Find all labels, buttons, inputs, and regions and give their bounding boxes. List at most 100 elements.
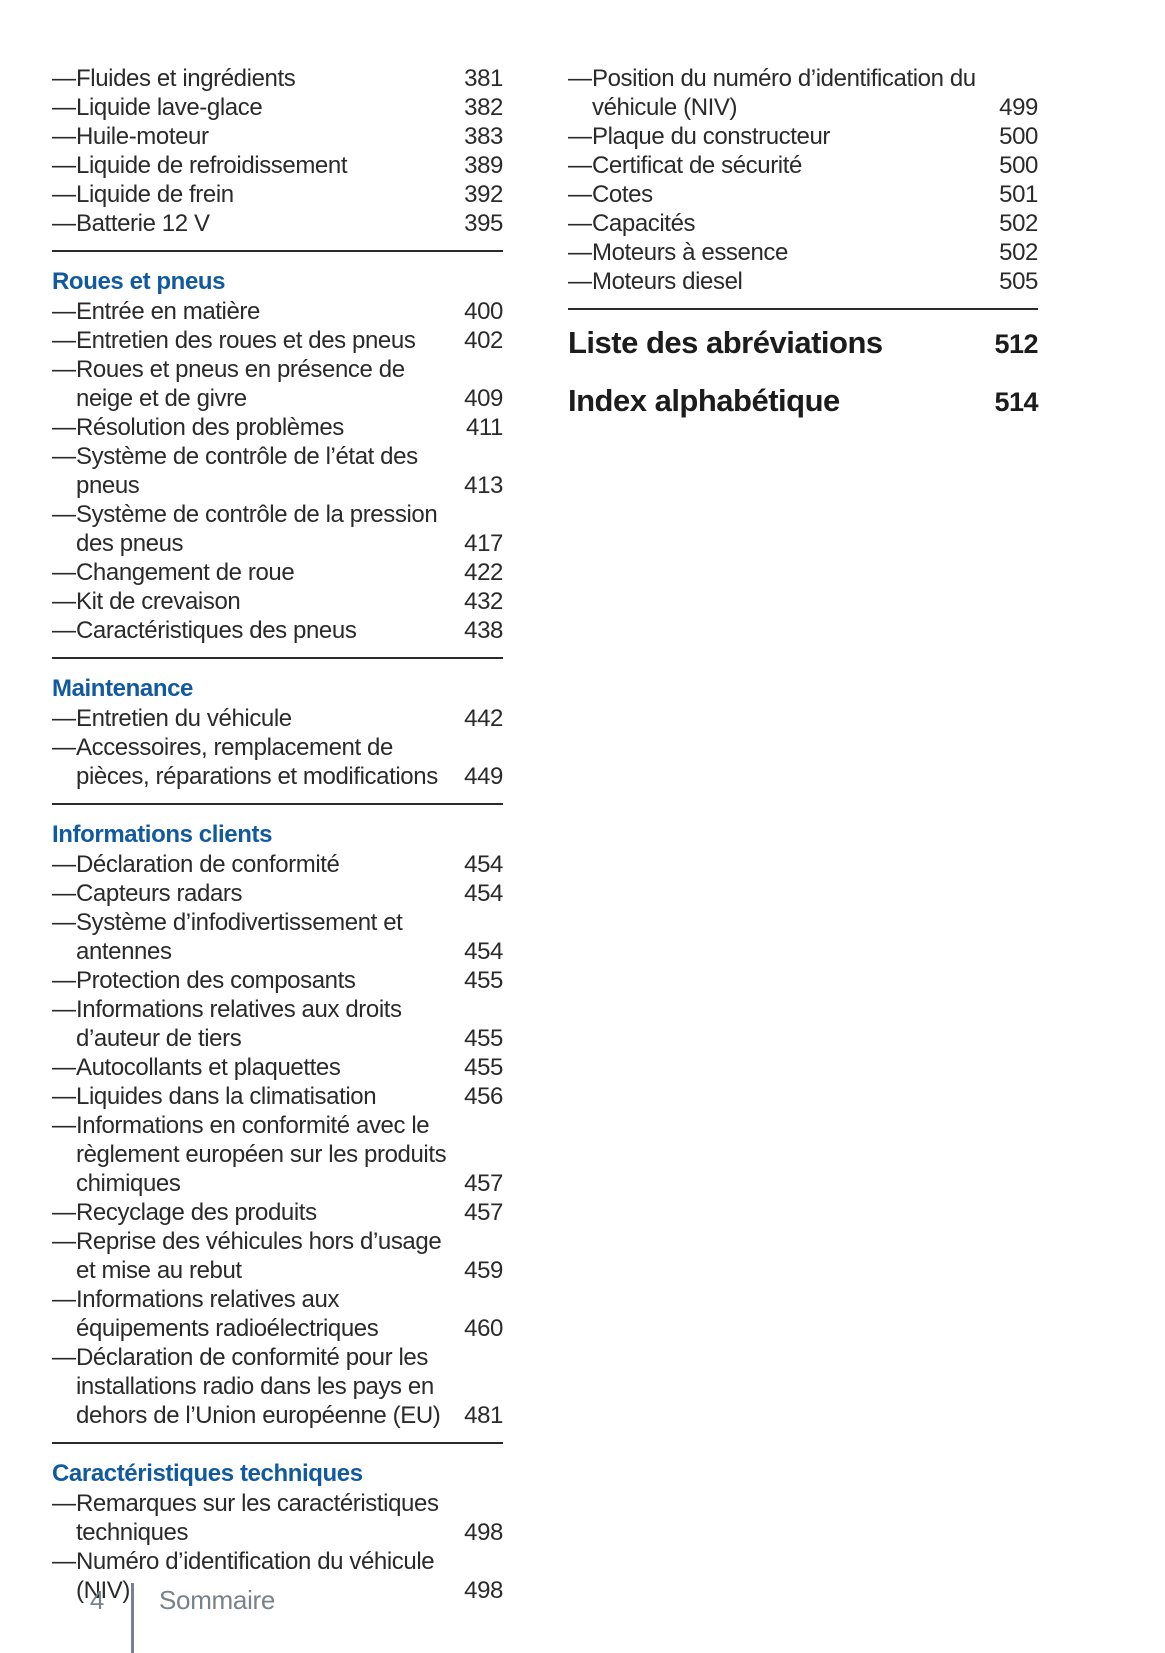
toc-major-entry[interactable]: Index alphabétique 514 [568, 383, 1038, 419]
toc-major-label: Liste des abréviations [568, 325, 883, 360]
toc-entry-text: —Déclaration de conformité pour les inst… [52, 1343, 454, 1430]
toc-entry-page: 502 [999, 239, 1038, 266]
toc-entry[interactable]: —Recyclage des produits 457 [52, 1198, 503, 1227]
toc-entry-label: Numéro d’identification du véhicule (NIV… [76, 1548, 435, 1604]
toc-entry[interactable]: —Reprise des véhicules hors d’usage et m… [52, 1227, 503, 1285]
toc-entry[interactable]: —Fluides et ingrédients 381 [52, 64, 503, 93]
dash-bullet: — [52, 705, 76, 732]
toc-entry-page: 409 [464, 385, 503, 412]
toc-entry-text: —Autocollants et plaquettes [52, 1053, 454, 1082]
toc-entry-page: 457 [464, 1199, 503, 1226]
dash-bullet: — [52, 356, 76, 383]
toc-entry-label: Moteurs diesel [592, 268, 743, 295]
dash-bullet: — [52, 414, 76, 441]
toc-entry-text: —Informations en conformité avec le règl… [52, 1111, 454, 1198]
toc-entry[interactable]: —Déclaration de conformité 454 [52, 850, 503, 879]
toc-entry[interactable]: —Roues et pneus en présence de neige et … [52, 355, 503, 413]
toc-entry[interactable]: —Système d’infodivertissement et antenne… [52, 908, 503, 966]
toc-entry-page: 500 [999, 123, 1038, 150]
toc-entry[interactable]: —Plaque du constructeur 500 [568, 122, 1038, 151]
toc-entry[interactable]: —Changement de roue 422 [52, 558, 503, 587]
toc-entry[interactable]: —Informations en conformité avec le règl… [52, 1111, 503, 1198]
toc-entry[interactable]: —Kit de crevaison 432 [52, 587, 503, 616]
toc-entry-label: Liquides dans la climatisation [76, 1083, 377, 1110]
toc-entry-label: Protection des composants [76, 967, 356, 994]
toc-entry-label: Informations relatives aux équipements r… [76, 1286, 379, 1342]
dash-bullet: — [52, 152, 76, 179]
toc-entry-label: Système d’infodivertissement et antennes [76, 909, 403, 965]
toc-entry[interactable]: —Protection des composants 455 [52, 966, 503, 995]
toc-entry[interactable]: —Capteurs radars 454 [52, 879, 503, 908]
dash-bullet: — [52, 327, 76, 354]
toc-entry[interactable]: —Liquide de refroidissement 389 [52, 151, 503, 180]
toc-entry[interactable]: —Liquide de frein 392 [52, 180, 503, 209]
toc-entry[interactable]: —Caractéristiques des pneus 438 [52, 616, 503, 645]
toc-entry[interactable]: —Numéro d’identification du véhicule (NI… [52, 1547, 503, 1605]
toc-entry[interactable]: —Résolution des problèmes 411 [52, 413, 503, 442]
toc-entry-page: 500 [999, 152, 1038, 179]
toc-entry[interactable]: —Entrée en matière 400 [52, 297, 503, 326]
toc-section: Roues et pneus —Entrée en matière 400 —E… [52, 267, 503, 659]
toc-entry-text: —Recyclage des produits [52, 1198, 454, 1227]
toc-entry-page: 505 [999, 268, 1038, 295]
toc-entry-page: 455 [464, 1025, 503, 1052]
toc-entry[interactable]: —Moteurs diesel 505 [568, 267, 1038, 296]
dash-bullet: — [52, 1199, 76, 1226]
toc-entry[interactable]: —Moteurs à essence 502 [568, 238, 1038, 267]
toc-entry[interactable]: —Cotes 501 [568, 180, 1038, 209]
toc-entry-page: 481 [464, 1402, 503, 1429]
toc-entry-label: Caractéristiques des pneus [76, 617, 357, 644]
toc-entry[interactable]: —Huile-moteur 383 [52, 122, 503, 151]
toc-entry-page: 454 [464, 880, 503, 907]
toc-entry-label: Informations en conformité avec le règle… [76, 1112, 447, 1197]
toc-entry-label: Liquide de frein [76, 181, 234, 208]
toc-entry[interactable]: —Position du numéro d’identification du … [568, 64, 1038, 122]
toc-major-entry[interactable]: Liste des abréviations 512 [568, 325, 1038, 361]
toc-entry[interactable]: —Autocollants et plaquettes 455 [52, 1053, 503, 1082]
toc-entry-label: Résolution des problèmes [76, 414, 344, 441]
toc-entry[interactable]: —Remarques sur les caractéristiques tech… [52, 1489, 503, 1547]
dash-bullet: — [52, 1286, 76, 1313]
dash-bullet: — [52, 501, 76, 528]
dash-bullet: — [52, 559, 76, 586]
toc-entry[interactable]: —Batterie 12 V 395 [52, 209, 503, 238]
dash-bullet: — [52, 123, 76, 150]
toc-entry[interactable]: —Liquide lave-glace 382 [52, 93, 503, 122]
dash-bullet: — [52, 588, 76, 615]
toc-entry[interactable]: —Système de contrôle de l’état des pneus… [52, 442, 503, 500]
toc-columns: —Fluides et ingrédients 381 —Liquide lav… [52, 64, 1038, 1605]
toc-entry[interactable]: —Certificat de sécurité 500 [568, 151, 1038, 180]
toc-entry-page: 413 [464, 472, 503, 499]
toc-entry[interactable]: —Informations relatives aux droits d’aut… [52, 995, 503, 1053]
toc-entry-text: —Fluides et ingrédients [52, 64, 454, 93]
toc-entry[interactable]: —Accessoires, remplacement de pièces, ré… [52, 733, 503, 791]
toc-entry-text: —Cotes [568, 180, 989, 209]
toc-entry-text: —Système de contrôle de la pression des … [52, 500, 454, 558]
toc-entry-text: —Système d’infodivertissement et antenne… [52, 908, 454, 966]
toc-entry[interactable]: —Entretien du véhicule 442 [52, 704, 503, 733]
toc-entry-text: —Moteurs diesel [568, 267, 989, 296]
toc-entry-label: Déclaration de conformité [76, 851, 340, 878]
toc-column-left: —Fluides et ingrédients 381 —Liquide lav… [52, 64, 503, 1605]
toc-entry[interactable]: —Système de contrôle de la pression des … [52, 500, 503, 558]
toc-entry-text: —Capacités [568, 209, 989, 238]
toc-entry[interactable]: —Informations relatives aux équipements … [52, 1285, 503, 1343]
toc-entry[interactable]: —Déclaration de conformité pour les inst… [52, 1343, 503, 1430]
toc-entry-page: 395 [464, 210, 503, 237]
toc-entry-label: Entrée en matière [76, 298, 260, 325]
toc-entry[interactable]: —Entretien des roues et des pneus 402 [52, 326, 503, 355]
toc-entry[interactable]: —Liquides dans la climatisation 456 [52, 1082, 503, 1111]
dash-bullet: — [52, 967, 76, 994]
toc-entry[interactable]: —Capacités 502 [568, 209, 1038, 238]
toc-entry-text: —Système de contrôle de l’état des pneus [52, 442, 454, 500]
toc-entry-text: —Kit de crevaison [52, 587, 454, 616]
page-footer: 4 Sommaire [52, 1583, 275, 1653]
toc-entry-page: 381 [464, 65, 503, 92]
toc-entry-text: —Informations relatives aux équipements … [52, 1285, 454, 1343]
toc-entry-text: —Liquide de frein [52, 180, 454, 209]
toc-entry-text: —Déclaration de conformité [52, 850, 454, 879]
toc-entry-page: 432 [464, 588, 503, 615]
toc-major-label: Index alphabétique [568, 383, 840, 418]
footer-section-title: Sommaire [159, 1585, 276, 1615]
toc-entry-label: Entretien des roues et des pneus [76, 327, 416, 354]
